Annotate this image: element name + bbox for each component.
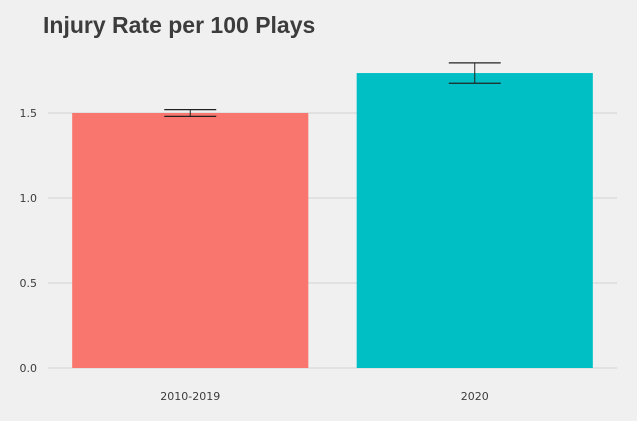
y-tick-label: 1.0 — [20, 192, 38, 205]
y-axis-tick-labels: 0.0 0.5 1.0 1.5 — [20, 107, 38, 375]
chart-title: Injury Rate per 100 Plays — [43, 12, 316, 38]
y-tick-label: 1.5 — [20, 107, 38, 120]
bar — [72, 113, 309, 368]
error-bars — [164, 62, 501, 118]
y-tick-label: 0.0 — [20, 362, 38, 375]
x-tick-label: 2020 — [461, 390, 489, 403]
bar — [356, 73, 593, 369]
x-tick-label: 2010-2019 — [160, 390, 220, 403]
x-axis-tick-labels: 2010-2019 2020 — [160, 390, 488, 403]
bars — [72, 73, 593, 369]
y-tick-label: 0.5 — [20, 277, 38, 290]
